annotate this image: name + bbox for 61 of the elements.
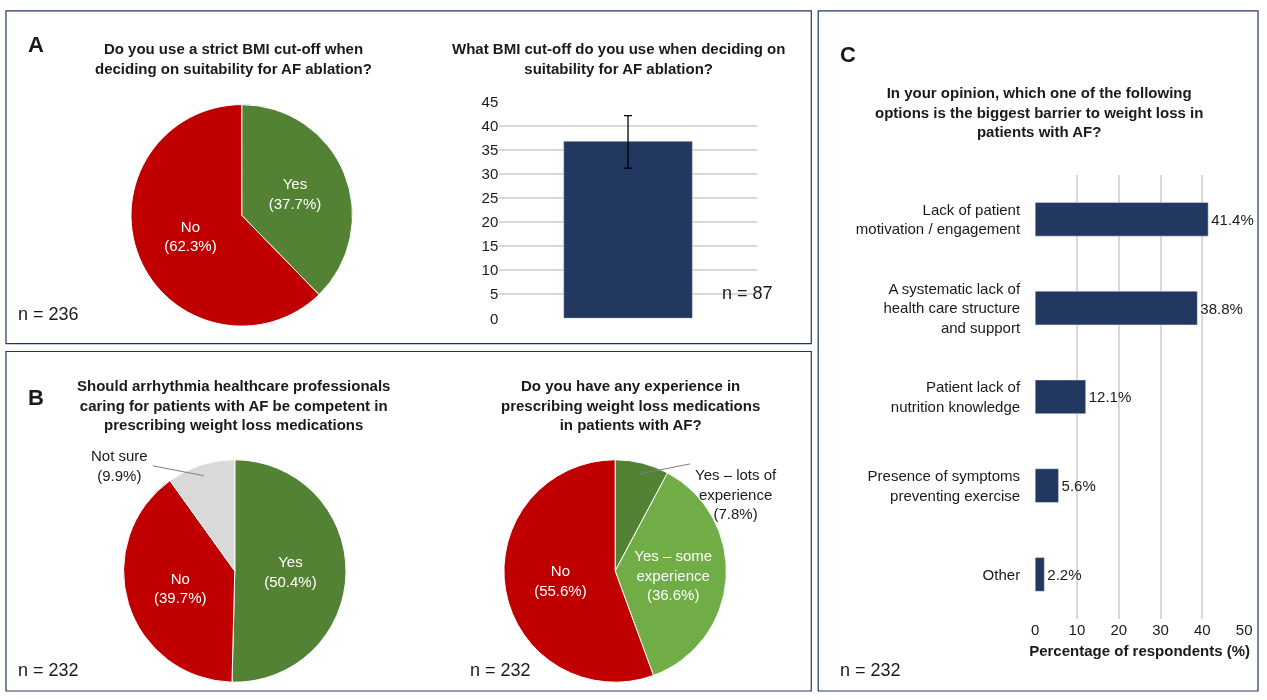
x-tick-label: 30 — [1152, 620, 1169, 638]
bar — [1035, 468, 1059, 503]
y-tick-label: 10 — [481, 261, 499, 279]
data-label: 38.8% — [1200, 299, 1243, 317]
data-label: (36.6%) — [646, 586, 700, 604]
chart-title: In your opinion, which one of the following options is the biggest barrier to weight loss in patients with AF? — [875, 84, 1204, 140]
text: B — [28, 385, 44, 410]
chart-title: Do you have any experience in prescribing weight loss medications in patients with AF? — [501, 377, 761, 433]
data-label: 41.4% — [1211, 210, 1254, 228]
x-tick-label: 0 — [1030, 620, 1040, 638]
data-label: 5.6% — [1061, 477, 1096, 495]
slice-label: Yes — [282, 175, 308, 193]
data-label: 2.2% — [1047, 565, 1082, 583]
text: n = 232 — [840, 660, 901, 680]
bar — [1035, 379, 1086, 414]
y-tick-label: 15 — [481, 237, 499, 255]
x-tick-label: 20 — [1110, 620, 1128, 638]
chart-title: What BMI cut-off do you use when deciding on suitability for AF ablation? — [452, 40, 786, 77]
slice-label: Yes — [278, 553, 303, 571]
text: C — [840, 42, 856, 67]
data-label: (9.9%) — [97, 466, 142, 484]
bar — [1035, 202, 1209, 237]
text: n = 236 — [18, 304, 79, 324]
y-tick-label: 0 — [489, 309, 499, 327]
y-tick-label: 40 — [481, 117, 499, 135]
y-tick-label: Presence of symptoms preventing exercise — [867, 467, 1021, 504]
y-tick-label: Other — [982, 565, 1021, 583]
data-label: (39.7%) — [153, 589, 207, 607]
data-label: (37.7%) — [268, 194, 322, 212]
data-label: (62.3%) — [164, 237, 217, 255]
text: n = 232 — [470, 660, 531, 680]
slice-label: No — [170, 569, 190, 587]
y-tick-label: A systematic lack of health care structure and support — [883, 279, 1021, 336]
chart-title: Do you use a strict BMI cut-off when deciding on suitability for AF ablation? — [95, 40, 372, 77]
text: n = 232 — [18, 660, 79, 680]
y-tick-label: 5 — [489, 285, 499, 303]
x-axis-title: Percentage of respondents (%) — [1029, 641, 1251, 659]
slice-label: No — [550, 562, 570, 580]
bar — [1035, 290, 1198, 326]
y-tick-label: Patient lack of nutrition knowledge — [890, 378, 1021, 415]
data-label: (50.4%) — [264, 572, 317, 590]
text: A — [28, 32, 44, 57]
slice-label: No — [180, 217, 201, 235]
bar — [1035, 557, 1045, 592]
y-tick-label: 20 — [481, 213, 499, 231]
x-tick-label: 50 — [1235, 620, 1253, 638]
data-label: (7.8%) — [713, 505, 758, 522]
x-tick-label: 40 — [1194, 620, 1211, 638]
data-label: (55.6%) — [534, 582, 587, 599]
x-tick-label: 10 — [1068, 620, 1086, 638]
slice-label: Not sure — [91, 447, 148, 464]
slice-label: Yes – some experience — [634, 547, 713, 584]
y-tick-label: Lack of patient motivation / engagement — [855, 200, 1021, 238]
data-label: 12.1% — [1088, 388, 1132, 406]
y-tick-label: 30 — [481, 165, 499, 183]
slice-label: Yes – lots of experience — [695, 466, 777, 503]
y-tick-label: 25 — [481, 189, 499, 207]
y-tick-label: 35 — [481, 141, 499, 159]
annotation: n = 87 — [722, 283, 773, 303]
y-tick-label: 45 — [481, 92, 499, 110]
chart-title: Should arrhythmia healthcare professionals caring for patients with AF be competent in prescribing weight loss medications — [77, 377, 391, 433]
